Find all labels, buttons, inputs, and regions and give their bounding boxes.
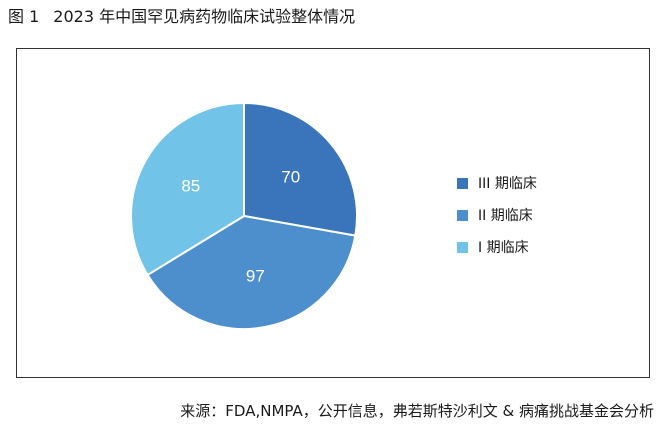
legend-swatch-phase-2 bbox=[457, 209, 468, 221]
legend-label-phase-1: I 期临床 bbox=[478, 240, 529, 256]
legend-item-phase-1: I 期临床 bbox=[457, 237, 537, 257]
pie-chart: 70 97 85 bbox=[130, 101, 358, 330]
pie-label-phase-1: 85 bbox=[181, 177, 200, 196]
chart-frame: 70 97 85 III 期临床 II 期临床 I 期临床 bbox=[16, 48, 650, 378]
chart-legend: III 期临床 II 期临床 I 期临床 bbox=[457, 173, 537, 269]
legend-item-phase-3: III 期临床 bbox=[457, 173, 537, 193]
figure-title-text: 2023 年中国罕见病药物临床试验整体情况 bbox=[53, 7, 356, 26]
source-note: 来源：FDA,NMPA，公开信息，弗若斯特沙利文 & 病痛挑战基金会分析 bbox=[180, 402, 654, 420]
legend-label-phase-2: II 期临床 bbox=[478, 208, 533, 224]
legend-swatch-phase-1 bbox=[457, 241, 468, 253]
pie-label-phase-2: 97 bbox=[246, 266, 265, 285]
figure-number: 图 1 bbox=[8, 7, 40, 26]
pie-slice-phase-3 bbox=[243, 101, 358, 237]
figure-title: 图 1 2023 年中国罕见病药物临床试验整体情况 bbox=[8, 6, 355, 28]
legend-item-phase-2: II 期临床 bbox=[457, 205, 537, 225]
legend-swatch-phase-3 bbox=[457, 177, 468, 189]
pie-label-phase-3: 70 bbox=[281, 167, 300, 186]
pie-slice-phase-1 bbox=[130, 101, 245, 277]
legend-label-phase-3: III 期临床 bbox=[478, 176, 537, 192]
